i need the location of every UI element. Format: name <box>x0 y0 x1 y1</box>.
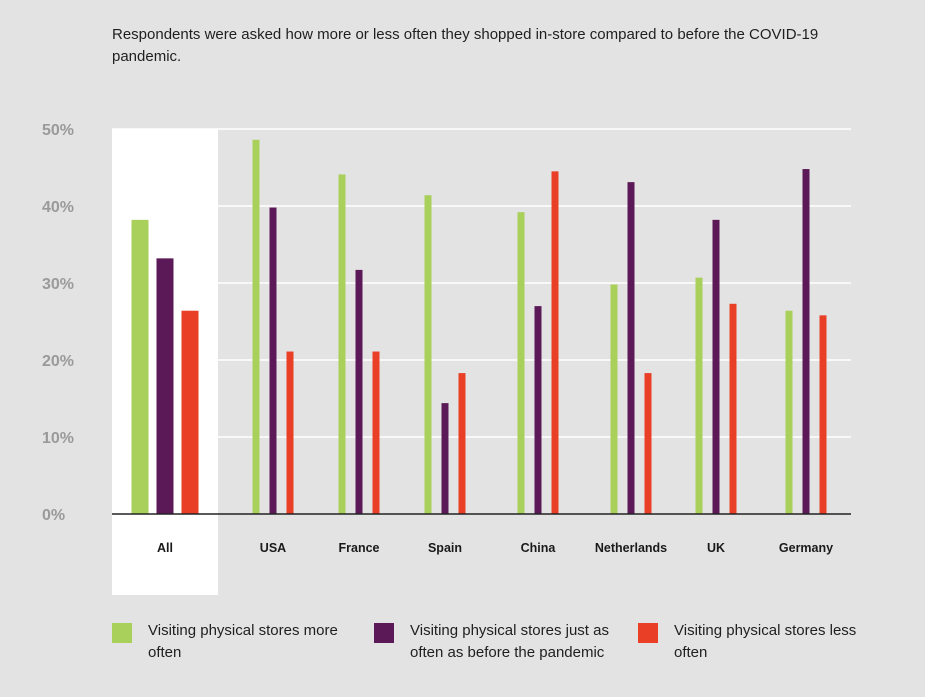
legend-label-more: Visiting physical stores more often <box>148 622 338 661</box>
bar-france-same <box>355 269 363 514</box>
bar-germany-less <box>819 315 827 514</box>
y-tick-label: 40% <box>42 199 74 216</box>
bar-spain-more <box>424 195 432 514</box>
bar-netherlands-more <box>610 284 618 514</box>
legend-swatch-more <box>112 623 132 643</box>
x-tick-label: Spain <box>428 541 462 555</box>
bar-germany-same <box>802 169 810 515</box>
bars <box>131 139 827 515</box>
bar-uk-same <box>712 219 720 515</box>
gridlines <box>112 128 851 438</box>
chart-subtitle: Respondents were asked how more or less … <box>112 26 819 65</box>
bar-china-less <box>551 171 559 514</box>
bar-netherlands-less <box>644 373 652 514</box>
bar-uk-more <box>695 277 703 514</box>
bar-netherlands-same <box>627 182 635 514</box>
x-axis-labels: All USA France Spain China Netherlands UK Germa… <box>157 541 833 555</box>
bar-all-same <box>156 258 174 514</box>
bar-all-more <box>131 219 149 515</box>
x-tick-label: USA <box>260 541 286 555</box>
bar-usa-same <box>269 207 277 515</box>
x-tick-label: Netherlands <box>595 541 667 555</box>
legend-swatch-same <box>374 623 394 643</box>
y-tick-label: 20% <box>42 353 74 370</box>
x-tick-label: Germany <box>779 541 833 555</box>
bar-spain-less <box>458 373 466 514</box>
y-tick-label: 30% <box>42 276 74 293</box>
x-tick-label: France <box>339 541 380 555</box>
bar-germany-more <box>785 310 793 514</box>
bar-france-more <box>338 174 346 514</box>
y-axis-labels: 0% 10% 20% 30% 40% 50% <box>42 122 74 524</box>
bar-china-more <box>517 212 525 514</box>
x-tick-label: All <box>157 541 173 555</box>
bar-spain-same <box>441 403 449 514</box>
bar-france-less <box>372 351 380 514</box>
y-tick-label: 10% <box>42 430 74 447</box>
bar-china-same <box>534 306 542 514</box>
bar-usa-less <box>286 351 294 514</box>
legend-label-less: Visiting physical stores less often <box>674 622 857 661</box>
bar-usa-more <box>252 139 260 514</box>
legend-label-same: Visiting physical stores just as often a… <box>410 622 609 661</box>
bar-uk-less <box>729 303 737 514</box>
bar-all-less <box>181 310 199 514</box>
y-tick-label: 50% <box>42 122 74 139</box>
y-tick-label: 0% <box>42 507 65 524</box>
x-tick-label: UK <box>707 541 725 555</box>
legend-swatch-less <box>638 623 658 643</box>
x-tick-label: China <box>521 541 557 555</box>
